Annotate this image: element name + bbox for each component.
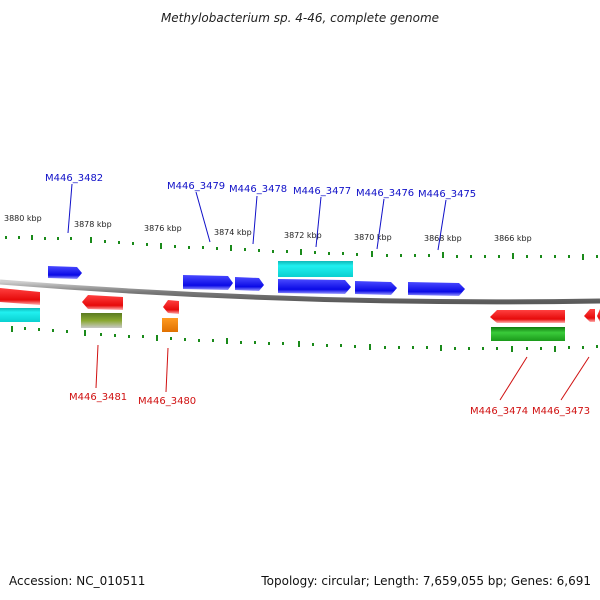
kbp-label: 3866 kbp: [494, 234, 532, 243]
gene-arrow-forward[interactable]: [183, 275, 233, 290]
leader-line: [67, 183, 73, 234]
green-feature[interactable]: [491, 327, 565, 341]
forward-genes: [48, 266, 465, 296]
leader-line: [437, 199, 447, 251]
kbp-label: 3876 kbp: [144, 224, 182, 233]
kbp-label: 3872 kbp: [284, 231, 322, 240]
orange-feature[interactable]: [162, 318, 178, 332]
gene-arrow-reverse[interactable]: [584, 309, 595, 322]
gene-arrow-reverse[interactable]: [163, 300, 179, 314]
gene-label-reverse[interactable]: M446_3474: [470, 406, 528, 417]
gene-label-forward[interactable]: M446_3475: [418, 189, 476, 200]
gene-arrow-forward[interactable]: [48, 266, 82, 279]
kbp-label: 3870 kbp: [354, 233, 392, 242]
leader-line: [195, 191, 211, 243]
kbp-label: 3868 kbp: [424, 234, 462, 243]
reverse-genes: [0, 288, 600, 323]
forward-gene-labels: M446_3482 M446_3479 M446_3478 M446_3477 …: [45, 173, 476, 251]
gene-label-reverse[interactable]: M446_3480: [138, 396, 196, 407]
gene-arrow-forward[interactable]: [355, 281, 397, 295]
leader-line: [560, 356, 590, 401]
upper-tick-track: [5, 235, 598, 260]
olive-feature[interactable]: [81, 313, 122, 328]
gene-arrow-forward[interactable]: [408, 282, 465, 296]
lower-tick-track: [11, 326, 598, 352]
gene-label-forward[interactable]: M446_3479: [167, 181, 225, 192]
leader-line: [499, 356, 528, 401]
gene-arrow-forward[interactable]: [278, 279, 351, 294]
genome-backbone: [0, 279, 600, 305]
gene-arrow-forward[interactable]: [235, 277, 264, 291]
reverse-gene-labels: M446_3481 M446_3480 M446_3474 M446_3473: [69, 344, 590, 417]
gene-label-forward[interactable]: M446_3482: [45, 173, 103, 184]
gene-arrow-reverse[interactable]: [597, 309, 600, 322]
gene-label-forward[interactable]: M446_3476: [356, 188, 414, 199]
leader-line: [95, 344, 99, 389]
gene-arrow-reverse[interactable]: [0, 288, 40, 305]
leader-line: [165, 347, 169, 393]
accession-text: Accession: NC_010511: [9, 574, 146, 588]
kbp-labels: 3880 kbp 3878 kbp 3876 kbp 3874 kbp 3872…: [4, 214, 532, 243]
leader-line: [376, 198, 385, 250]
cyan-feature[interactable]: [0, 308, 40, 322]
gene-label-forward[interactable]: M446_3478: [229, 184, 287, 195]
page-title: Methylobacterium sp. 4-46, complete geno…: [161, 11, 439, 25]
kbp-label: 3878 kbp: [74, 220, 112, 229]
gene-arrow-reverse[interactable]: [490, 310, 565, 323]
gene-label-reverse[interactable]: M446_3481: [69, 392, 127, 403]
genome-summary-text: Topology: circular; Length: 7,659,055 bp…: [261, 574, 591, 588]
cyan-feature[interactable]: [278, 261, 353, 277]
leader-line: [252, 195, 258, 245]
kbp-label: 3874 kbp: [214, 228, 252, 237]
gene-arrow-reverse[interactable]: [82, 295, 123, 310]
gene-label-reverse[interactable]: M446_3473: [532, 406, 590, 417]
leader-line: [315, 196, 322, 248]
kbp-label: 3880 kbp: [4, 214, 42, 223]
gene-label-forward[interactable]: M446_3477: [293, 186, 351, 197]
